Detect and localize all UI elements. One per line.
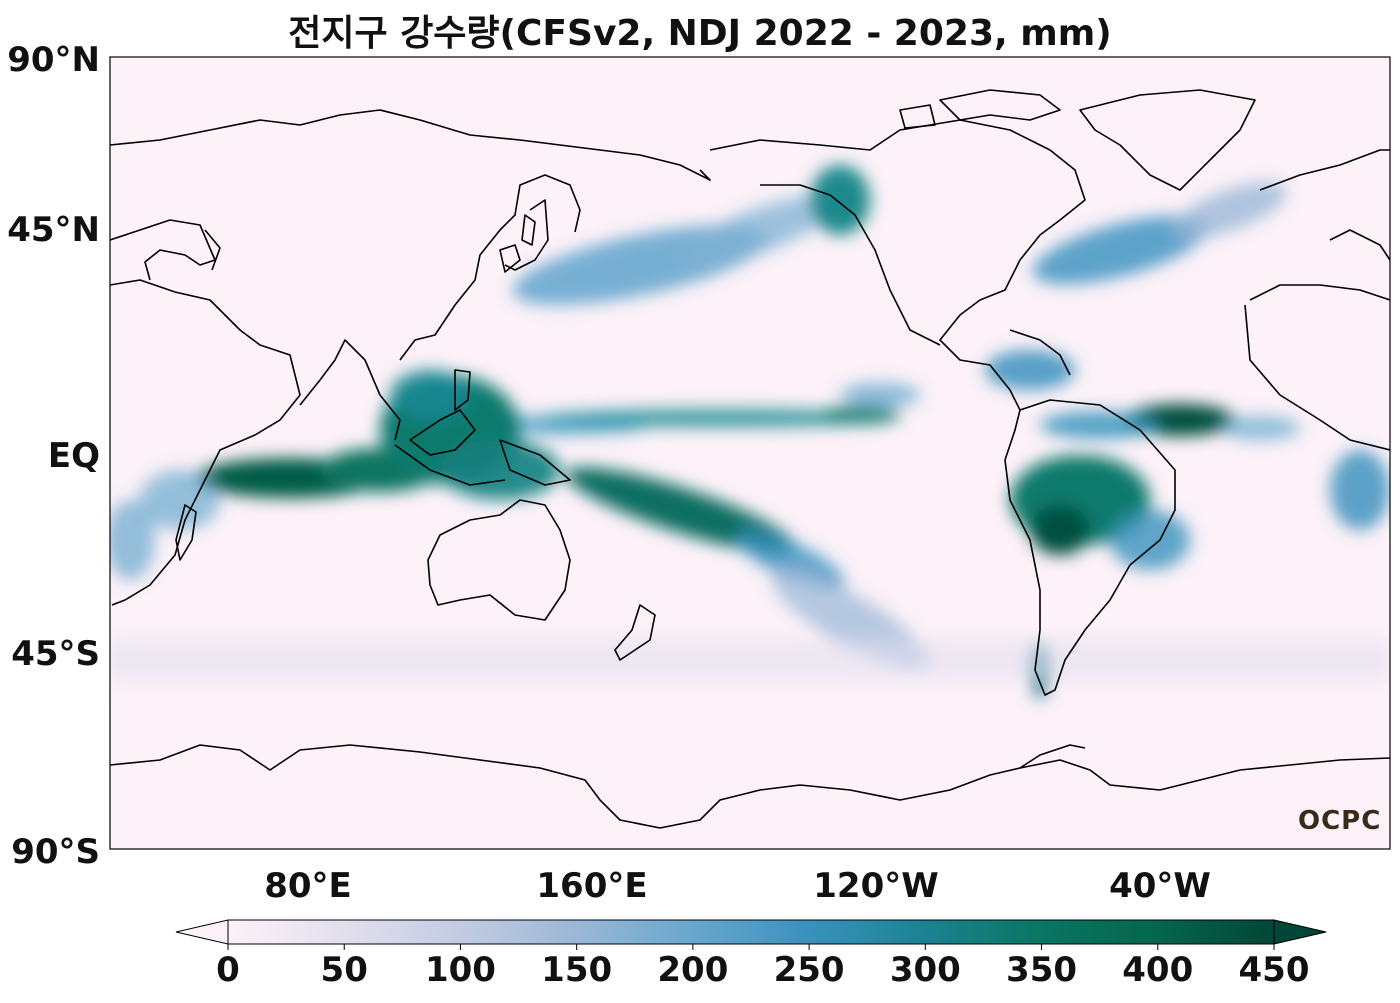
colorbar-tick-label: 450 xyxy=(1238,950,1310,990)
colorbar-tick-label: 200 xyxy=(657,950,729,990)
colorbar-tick-label: 250 xyxy=(773,950,845,990)
colorbar-tick-label: 400 xyxy=(1122,950,1194,990)
lon-tick-label: 160°E xyxy=(536,866,648,906)
colorbar xyxy=(175,919,1327,945)
lon-tick-label: 80°E xyxy=(264,866,352,906)
colorbar-tick-label: 300 xyxy=(889,950,961,990)
lat-tick-label: 45°S xyxy=(11,634,100,674)
coastlines xyxy=(110,89,1390,829)
precipitation-field xyxy=(110,165,1390,698)
colorbar-tick-label: 100 xyxy=(424,950,496,990)
lon-tick-label: 120°W xyxy=(813,866,939,906)
colorbar-bar xyxy=(227,919,1275,945)
lat-tick-label: 90°S xyxy=(11,832,100,872)
colorbar-tick-label: 150 xyxy=(541,950,613,990)
ocpc-watermark: OCPC xyxy=(1298,806,1382,836)
colorbar-tick-label: 50 xyxy=(320,950,368,990)
map-title: 전지구 강수량(CFSv2, NDJ 2022 - 2023, mm) xyxy=(288,13,1112,54)
colorbar-tick-label: 0 xyxy=(216,950,240,990)
map-background xyxy=(110,57,1390,849)
colorbar-tick-label: 350 xyxy=(1006,950,1078,990)
lat-tick-label: 90°N xyxy=(7,40,100,80)
lon-tick-label: 40°W xyxy=(1109,866,1211,906)
colorbar-extend-right xyxy=(1273,919,1327,945)
lat-tick-label: EQ xyxy=(47,436,100,476)
map-frame xyxy=(109,56,1391,850)
colorbar-extend-left xyxy=(175,919,229,945)
lat-tick-label: 45°N xyxy=(7,210,100,250)
